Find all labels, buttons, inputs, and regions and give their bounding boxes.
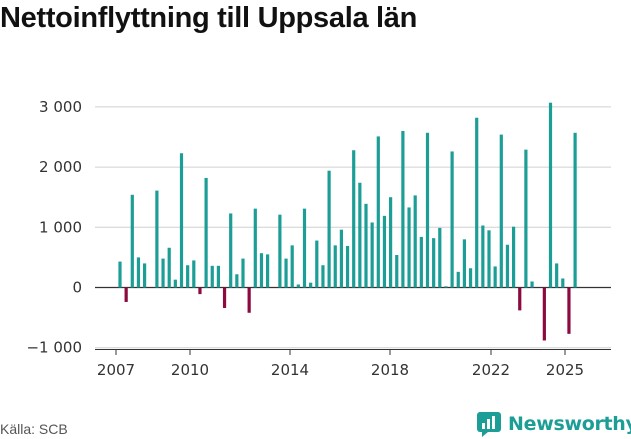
bar	[352, 150, 356, 288]
bar	[161, 258, 165, 288]
bar	[370, 222, 374, 288]
bar	[302, 208, 307, 288]
bar	[222, 287, 227, 308]
x-tick-label: 2018	[371, 361, 409, 379]
bar	[487, 230, 491, 288]
newsworthy-logo-icon	[477, 412, 501, 437]
bar	[309, 282, 313, 288]
bars	[118, 102, 577, 341]
bar	[481, 225, 485, 288]
y-tick-label: 2 000	[39, 158, 82, 176]
bar	[505, 244, 510, 288]
bar	[462, 239, 466, 288]
bar	[499, 134, 503, 288]
x-axis: 2007 2010 2014 2018 2022 2025	[95, 349, 611, 379]
y-tick-label: 0	[72, 279, 82, 297]
bar	[413, 195, 417, 288]
bar	[186, 265, 190, 288]
y-axis-ticks: −1 000 0 1 000 2 000 3 000	[26, 98, 82, 357]
bar	[327, 170, 331, 288]
bar	[456, 271, 460, 288]
bar	[321, 265, 325, 288]
x-tick-label: 2007	[97, 361, 135, 379]
bar	[573, 132, 577, 288]
bar	[167, 247, 171, 288]
bar	[548, 102, 553, 288]
bar	[235, 274, 239, 288]
bar	[475, 117, 479, 288]
bar	[419, 236, 423, 288]
bar	[210, 265, 214, 288]
bar	[438, 227, 442, 288]
bar	[266, 254, 270, 288]
bar	[432, 238, 436, 288]
bar	[444, 286, 448, 288]
x-tick-label: 2014	[271, 361, 309, 379]
bar	[512, 226, 516, 288]
bar	[407, 207, 411, 288]
bar	[290, 245, 294, 288]
bar	[229, 213, 233, 288]
bar	[179, 153, 184, 288]
bar	[339, 229, 343, 288]
bar	[198, 287, 202, 295]
bar	[561, 278, 565, 288]
bar	[173, 279, 177, 288]
bar	[278, 214, 282, 288]
bar	[204, 177, 208, 288]
bar	[493, 266, 497, 288]
bar	[130, 194, 134, 288]
bar	[118, 261, 122, 288]
bar	[389, 197, 393, 288]
bar	[450, 151, 454, 288]
bar	[247, 287, 251, 313]
bar	[401, 130, 405, 288]
bar	[376, 136, 380, 288]
bar	[333, 245, 337, 288]
bar	[253, 208, 257, 288]
bar	[259, 253, 264, 288]
x-tick-label: 2010	[171, 361, 209, 379]
bar	[241, 258, 245, 288]
bar	[216, 265, 220, 288]
bar	[296, 284, 300, 288]
bar	[192, 260, 196, 288]
bar	[364, 203, 368, 288]
bar	[518, 287, 522, 311]
x-tick-label: 2022	[472, 361, 510, 379]
x-tick-label: 2025	[546, 361, 584, 379]
source-label: Källa: SCB	[0, 421, 68, 437]
bar	[284, 258, 288, 288]
brand-name: Newsworthy	[508, 413, 631, 435]
bar	[136, 257, 141, 288]
bar	[382, 215, 387, 288]
bar	[567, 287, 571, 334]
brand-logo[interactable]: Newsworthy	[476, 409, 631, 439]
bar	[395, 254, 399, 288]
bar	[555, 263, 559, 288]
bar	[425, 132, 430, 288]
bar	[524, 149, 528, 288]
y-tick-label: 1 000	[39, 218, 82, 236]
bar	[124, 287, 128, 302]
bar	[345, 245, 350, 288]
bar	[542, 287, 546, 341]
y-tick-label: 3 000	[39, 98, 82, 116]
bar	[315, 240, 319, 288]
bar	[358, 182, 362, 288]
bar	[468, 268, 473, 288]
bar	[155, 190, 159, 288]
y-tick-label: −1 000	[26, 339, 82, 357]
bar	[143, 263, 147, 288]
chart-title: Nettoinflyttning till Uppsala län	[0, 2, 418, 34]
bar	[530, 281, 534, 288]
